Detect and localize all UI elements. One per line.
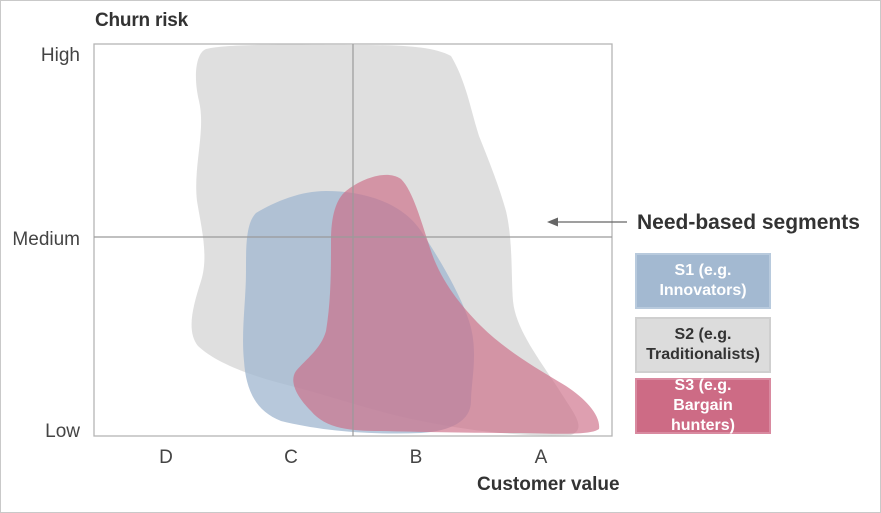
- legend-s3-line1: S3 (e.g. Bargain: [673, 377, 733, 414]
- legend-s2-line1: S2 (e.g.: [674, 326, 732, 343]
- x-label-b: B: [409, 447, 423, 468]
- x-label-d: D: [159, 447, 173, 468]
- segment-s3-region: [293, 174, 600, 434]
- y-label-low: Low: [45, 421, 80, 442]
- y-label-high: High: [40, 45, 80, 66]
- x-label-a: A: [534, 447, 548, 468]
- legend-s3: S3 (e.g. Bargain hunters): [635, 377, 771, 434]
- y-axis-title: Churn risk: [95, 10, 189, 31]
- legend-s2-line2: Traditionalists): [646, 346, 760, 363]
- segments-annotation: Need-based segments: [637, 211, 860, 234]
- x-axis-title: Customer value: [477, 474, 620, 495]
- legend-s1: S1 (e.g. Innovators): [635, 253, 771, 309]
- x-label-c: C: [284, 447, 298, 468]
- legend-s1-line2: Innovators): [659, 282, 747, 299]
- y-label-medium: Medium: [12, 229, 80, 250]
- legend-s2: S2 (e.g. Traditionalists): [635, 317, 771, 373]
- annotation-arrow-head: [547, 217, 558, 227]
- legend-s3-line2: hunters): [671, 417, 735, 434]
- legend-s1-line1: S1 (e.g.: [674, 262, 732, 279]
